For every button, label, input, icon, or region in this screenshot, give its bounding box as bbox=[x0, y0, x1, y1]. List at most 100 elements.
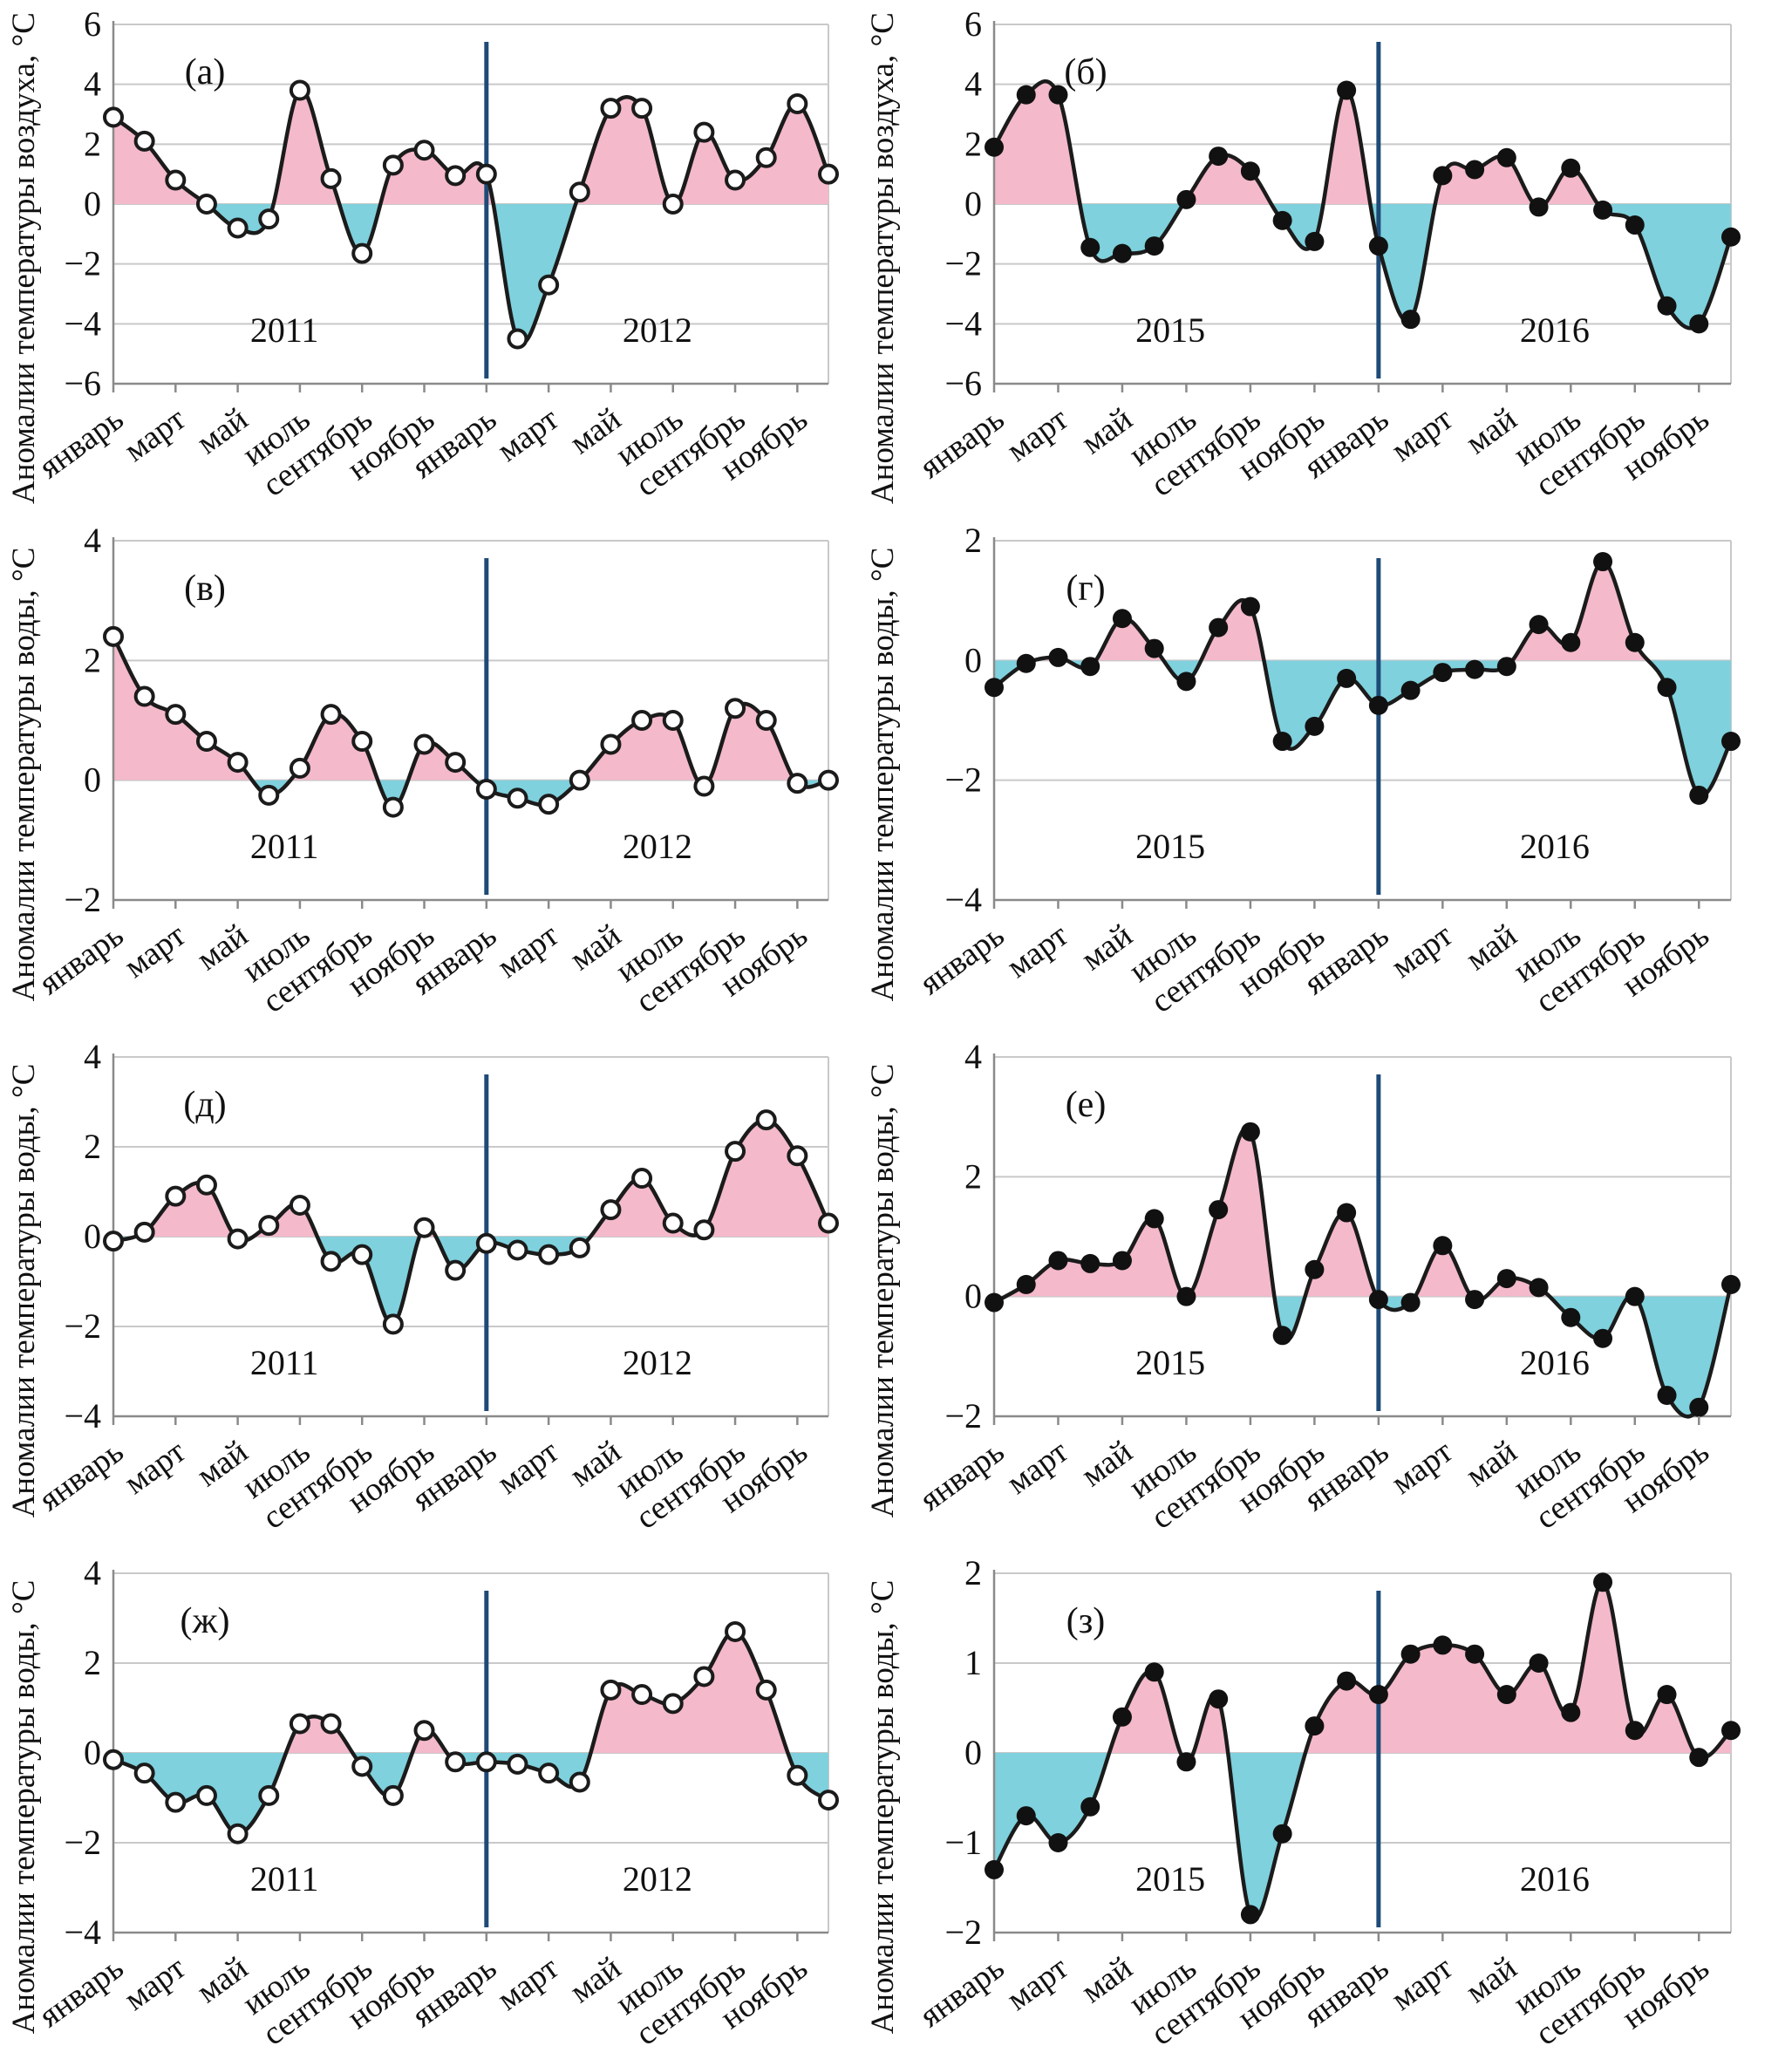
svg-text:2: 2 bbox=[964, 521, 982, 560]
svg-text:март: март bbox=[490, 1949, 565, 2018]
svg-text:4: 4 bbox=[964, 65, 982, 104]
panel-e-water-2015-2016: Аномалии температуры воды, °С 4 2 0 −2 январ… bbox=[859, 1033, 1792, 1549]
panel-z-water-2015-2016: Аномалии температуры воды, °С 2 1 0 −1 −2 янв… bbox=[859, 1549, 1792, 2065]
svg-text:2011: 2011 bbox=[250, 1859, 319, 1899]
svg-text:2011: 2011 bbox=[250, 310, 319, 350]
svg-text:2016: 2016 bbox=[1520, 1343, 1590, 1382]
y-axis-title: Аномалии температуры воды, °С bbox=[864, 547, 901, 1002]
y-axis-title: Аномалии температуры воздуха, °С bbox=[5, 12, 42, 504]
svg-text:−4: −4 bbox=[944, 880, 982, 919]
panel-d-water-2011-2012: Аномалии температуры воды, °С 4 2 0 −2 −4 янв… bbox=[0, 1033, 859, 1549]
svg-text:0: 0 bbox=[964, 184, 982, 223]
panel-v-water-2011-2012: Аномалии температуры воды, °С 4 2 0 −2 январ… bbox=[0, 516, 859, 1033]
svg-text:2016: 2016 bbox=[1520, 827, 1590, 866]
svg-text:2012: 2012 bbox=[623, 827, 692, 866]
chart-svg-a: 6420−2−4−6январьмартмайиюльсентябрьноябр… bbox=[32, 4, 839, 504]
svg-text:март: март bbox=[118, 1949, 193, 2018]
svg-text:март: март bbox=[118, 917, 193, 985]
svg-text:(з): (з) bbox=[1066, 1601, 1106, 1641]
svg-text:март: март bbox=[1000, 917, 1075, 985]
svg-text:−2: −2 bbox=[64, 880, 101, 919]
svg-text:−4: −4 bbox=[64, 1913, 101, 1952]
svg-text:2015: 2015 bbox=[1135, 1859, 1205, 1899]
svg-text:−2: −2 bbox=[64, 244, 101, 283]
svg-text:2: 2 bbox=[84, 1643, 101, 1682]
svg-text:2011: 2011 bbox=[250, 827, 319, 866]
svg-text:2: 2 bbox=[964, 1156, 982, 1196]
y-axis-title: Аномалии температуры воздуха, °С bbox=[864, 12, 901, 504]
svg-text:6: 6 bbox=[84, 4, 101, 44]
svg-text:4: 4 bbox=[964, 1037, 982, 1076]
chart-svg-zh: 420−2−4январьмартмайиюльсентябрьноябрьян… bbox=[32, 1553, 839, 2053]
svg-text:−6: −6 bbox=[64, 364, 101, 403]
svg-text:март: март bbox=[118, 1433, 193, 1502]
svg-text:март: март bbox=[490, 917, 565, 985]
svg-text:2: 2 bbox=[84, 640, 101, 679]
svg-text:март: март bbox=[1000, 1433, 1075, 1502]
y-axis-title: Аномалии температуры воды, °С bbox=[864, 1579, 901, 2035]
svg-text:март: март bbox=[1385, 400, 1460, 469]
svg-text:(б): (б) bbox=[1064, 52, 1107, 92]
svg-text:−4: −4 bbox=[944, 303, 982, 343]
y-axis-title: Аномалии температуры воды, °С bbox=[5, 1063, 42, 1518]
svg-text:0: 0 bbox=[964, 1277, 982, 1316]
svg-text:(ж): (ж) bbox=[181, 1601, 230, 1641]
svg-text:январь: январь bbox=[32, 917, 130, 1002]
svg-text:2016: 2016 bbox=[1520, 310, 1590, 350]
svg-text:2012: 2012 bbox=[623, 310, 692, 350]
svg-text:1: 1 bbox=[964, 1643, 982, 1682]
svg-text:−6: −6 bbox=[944, 364, 982, 403]
svg-text:2015: 2015 bbox=[1135, 310, 1205, 350]
svg-text:март: март bbox=[1385, 917, 1460, 985]
svg-text:март: март bbox=[1000, 400, 1075, 469]
svg-text:2012: 2012 bbox=[623, 1859, 692, 1899]
svg-text:март: март bbox=[118, 400, 193, 469]
svg-text:январь: январь bbox=[32, 400, 130, 486]
svg-text:2015: 2015 bbox=[1135, 1343, 1205, 1382]
svg-text:0: 0 bbox=[964, 1733, 982, 1772]
svg-text:январь: январь bbox=[32, 1433, 130, 1518]
svg-text:4: 4 bbox=[84, 65, 101, 104]
svg-text:2: 2 bbox=[964, 1553, 982, 1592]
svg-text:2016: 2016 bbox=[1520, 1859, 1590, 1899]
svg-text:март: март bbox=[1000, 1949, 1075, 2018]
svg-text:−2: −2 bbox=[64, 1823, 101, 1862]
panel-b-air-2015-2016: Аномалии температуры воздуха, °С 6 4 2 0 −2 −… bbox=[859, 0, 1792, 516]
svg-text:март: март bbox=[1385, 1433, 1460, 1502]
svg-text:4: 4 bbox=[84, 1037, 101, 1076]
svg-text:(е): (е) bbox=[1066, 1085, 1107, 1125]
svg-text:(а): (а) bbox=[185, 52, 226, 92]
svg-text:−2: −2 bbox=[64, 1306, 101, 1346]
svg-text:2: 2 bbox=[964, 124, 982, 163]
svg-text:2012: 2012 bbox=[623, 1343, 692, 1382]
svg-text:0: 0 bbox=[84, 184, 101, 223]
svg-text:−2: −2 bbox=[944, 244, 982, 283]
chart-svg-v: 420−2январьмартмайиюльсентябрьноябрьянва… bbox=[32, 521, 839, 1020]
svg-text:0: 0 bbox=[84, 1733, 101, 1772]
panel-a-air-2011-2012: Аномалии температуры воздуха, °С 6 4 2 0 −2 −… bbox=[0, 0, 859, 516]
svg-text:январь: январь bbox=[32, 1949, 130, 2035]
y-axis-title: Аномалии температуры воды, °С bbox=[5, 1579, 42, 2035]
svg-text:январь: январь bbox=[913, 1949, 1011, 2035]
svg-text:−2: −2 bbox=[944, 1913, 982, 1952]
svg-text:0: 0 bbox=[84, 760, 101, 800]
panel-zh-water-2011-2012: Аномалии температуры воды, °С 4 2 0 −2 −4 янв… bbox=[0, 1549, 859, 2065]
y-axis-title: Аномалии температуры воды, °С bbox=[5, 547, 42, 1002]
svg-text:−1: −1 bbox=[944, 1823, 982, 1862]
svg-text:январь: январь bbox=[913, 400, 1011, 486]
svg-text:−2: −2 bbox=[944, 1396, 982, 1435]
chart-svg-d: 420−2−4январьмартмайиюльсентябрьноябрьян… bbox=[32, 1037, 839, 1537]
svg-text:4: 4 bbox=[84, 521, 101, 560]
svg-text:январь: январь bbox=[913, 1433, 1011, 1518]
svg-text:−2: −2 bbox=[944, 760, 982, 800]
svg-text:2: 2 bbox=[84, 1127, 101, 1166]
svg-text:(в): (в) bbox=[184, 569, 226, 609]
svg-text:−4: −4 bbox=[64, 303, 101, 343]
svg-text:январь: январь bbox=[913, 917, 1011, 1002]
svg-text:март: март bbox=[490, 1433, 565, 1502]
